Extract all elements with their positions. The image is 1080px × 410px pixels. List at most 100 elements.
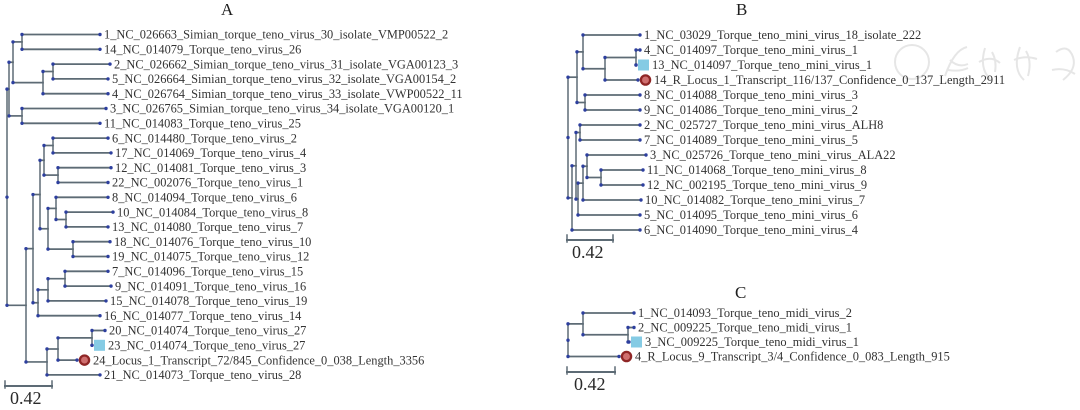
node-dot xyxy=(5,303,9,307)
node-dot xyxy=(46,277,50,281)
panel-c-scale-value: 0.42 xyxy=(574,374,606,394)
node-dot xyxy=(634,48,638,52)
tip-label: 8_NC_014094_Torque_teno_virus_6 xyxy=(112,191,297,205)
tip-label: 1_NC_026663_Simian_torque_teno_virus_30_… xyxy=(104,28,448,42)
node-dot xyxy=(5,87,9,91)
node-dot xyxy=(566,338,570,342)
tip-label: 11_NC_014068_Torque_teno_mini_virus_8 xyxy=(647,163,867,177)
tip-label: 15_NC_014078_Torque_teno_virus_19 xyxy=(110,294,307,308)
node-dot xyxy=(56,180,60,185)
node-dot xyxy=(581,198,585,202)
tip-label: 19_NC_014075_Torque_teno_virus_12 xyxy=(112,250,309,264)
node-dot xyxy=(626,340,630,344)
node-dot xyxy=(111,210,115,214)
node-dot xyxy=(644,153,648,157)
node-dot xyxy=(31,192,35,197)
square-marker xyxy=(631,336,642,348)
node-dot xyxy=(103,328,107,333)
node-dot xyxy=(98,32,102,37)
node-dot xyxy=(106,195,110,199)
circle-marker xyxy=(639,74,652,86)
node-dot xyxy=(638,123,642,127)
node-dot xyxy=(54,195,58,199)
node-dot xyxy=(576,213,580,217)
node-dot xyxy=(106,77,110,81)
circle-marker xyxy=(620,350,633,363)
node-dot xyxy=(574,197,578,201)
node-dot xyxy=(56,358,60,362)
node-dot xyxy=(20,121,24,126)
node-dot xyxy=(7,60,11,64)
node-dot xyxy=(51,77,55,81)
node-dot xyxy=(75,358,79,362)
node-dot xyxy=(109,284,113,288)
node-dot xyxy=(56,166,60,170)
panel-c-title: C xyxy=(735,283,747,302)
panel-B-tree: 1_NC_03029_Torque_teno_mini_virus_18_iso… xyxy=(566,28,1005,243)
tip-label: 2_NC_025727_Torque_teno_mini_virus_ALH8 xyxy=(644,118,883,132)
node-dot xyxy=(583,93,587,97)
node-dot xyxy=(42,173,46,177)
node-dot xyxy=(566,322,570,326)
tip-label: 13_NC_014080_Torque_teno_virus_7 xyxy=(112,220,303,234)
tip-label: 13_NC_014097_Torque_teno_mini_virus_1 xyxy=(652,58,872,72)
tip-label: 12_NC_002195_Torque_teno_mini_virus_9 xyxy=(647,178,867,192)
node-dot xyxy=(38,227,42,231)
node-dot xyxy=(626,325,630,330)
node-dot xyxy=(41,69,45,74)
tip-label: 22_NC_002076_Torque_teno_virus_1 xyxy=(112,176,303,190)
tip-label: 9_NC_014091_Torque_teno_virus_16 xyxy=(115,279,306,293)
node-dot xyxy=(64,210,68,214)
tip-label: 4_NC_014097_Torque_teno_mini_virus_1 xyxy=(644,43,858,57)
panel-A-tree: 1_NC_026663_Simian_torque_teno_virus_30_… xyxy=(4,28,463,389)
node-dot xyxy=(638,213,642,217)
node-dot xyxy=(575,100,579,105)
node-dot xyxy=(108,240,112,244)
node-dot xyxy=(5,195,9,199)
tip-label: 12_NC_014081_Torque_teno_virus_3 xyxy=(115,161,306,175)
node-dot xyxy=(583,108,587,112)
node-dot xyxy=(46,299,50,303)
tip-label: 7_NC_014089_Torque_teno_mini_virus_5 xyxy=(644,133,858,147)
node-dot xyxy=(45,347,49,351)
node-dot xyxy=(574,130,578,135)
tip-label: 18_NC_014076_Torque_teno_virus_10 xyxy=(114,235,311,249)
tip-label: 16_NC_014077_Torque_teno_virus_14 xyxy=(104,309,301,323)
panel-C-scale-bar xyxy=(566,366,616,375)
node-dot xyxy=(106,269,110,273)
node-dot xyxy=(581,164,585,168)
node-dot xyxy=(638,228,642,232)
tip-label: 23_NC_014074_Torque_teno_virus_27 xyxy=(108,339,305,353)
tip-label: 2_NC_026662_Simian_torque_teno_virus_31_… xyxy=(114,57,458,71)
tip-label: 6_NC_014090_Torque_teno_mini_virus_4 xyxy=(644,223,858,237)
node-dot xyxy=(570,228,574,232)
node-dot xyxy=(63,284,67,288)
tip-label: 11_NC_014083_Torque_teno_virus_25 xyxy=(104,117,301,131)
node-dot xyxy=(38,158,42,162)
node-dot xyxy=(599,168,603,172)
tip-label: 9_NC_014086_Torque_teno_mini_virus_2 xyxy=(644,103,858,117)
tip-label: 4_R_Locus_9_Transcript_3/4_Confidence_0_… xyxy=(635,350,950,364)
tip-label: 3_NC_026765_Simian_torque_teno_virus_34_… xyxy=(110,102,454,116)
node-dot xyxy=(632,311,636,315)
watermark xyxy=(894,44,1076,81)
panel-a-scale-value: 0.42 xyxy=(10,388,42,408)
node-dot xyxy=(603,78,607,82)
panel-C-tree: 1_NC_014093_Torque_teno_midi_virus_22_NC… xyxy=(566,306,950,375)
tip-label: 3_NC_009225_Torque_teno_midi_virus_1 xyxy=(645,335,859,349)
node-dot xyxy=(63,269,67,273)
node-dot xyxy=(64,225,68,229)
tip-label: 10_NC_014084_Torque_teno_virus_8 xyxy=(117,205,308,219)
node-dot xyxy=(90,343,94,347)
node-dot xyxy=(71,254,75,259)
node-dot xyxy=(41,92,45,96)
tip-label: 4_NC_026764_Simian_torque_teno_virus_33_… xyxy=(112,87,463,101)
panel-B-scale-bar xyxy=(566,234,614,243)
node-dot xyxy=(46,247,50,251)
node-dot xyxy=(578,123,582,127)
node-dot xyxy=(109,151,113,155)
node-dot xyxy=(581,311,585,315)
node-dot xyxy=(36,288,40,292)
